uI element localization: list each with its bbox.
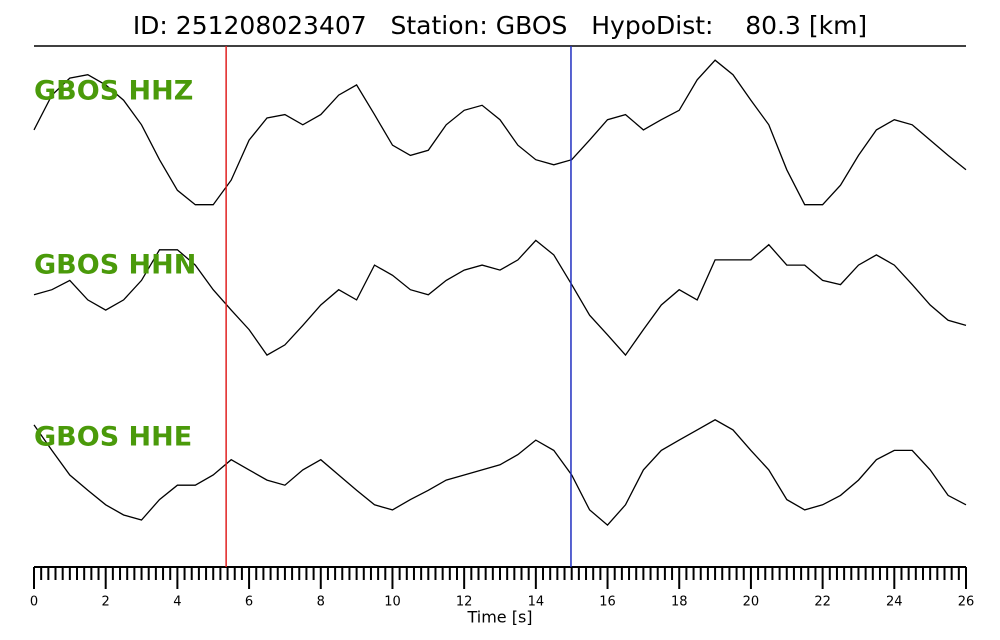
x-tick-label: 22	[814, 595, 831, 610]
chart-title: ID: 251208023407 Station: GBOS HypoDist:…	[133, 11, 867, 40]
trace	[33, 419, 967, 527]
x-axis-label: Time [s]	[466, 608, 532, 627]
x-tick-label: 8	[317, 595, 325, 610]
trace-label: GBOS HHZ	[34, 76, 193, 107]
x-tick-label: 26	[958, 595, 975, 610]
x-tick-label: 24	[886, 595, 903, 610]
trace	[33, 59, 967, 206]
x-tick-label: 10	[384, 595, 401, 610]
x-tick-label: 2	[102, 595, 110, 610]
x-tick-label: 14	[528, 595, 545, 610]
x-tick-label: 20	[743, 595, 760, 610]
trace-label: GBOS HHN	[34, 250, 196, 281]
x-tick-label: 6	[245, 595, 253, 610]
x-tick-label: 18	[671, 595, 688, 610]
x-tick-label: 4	[173, 595, 181, 610]
x-tick-label: 16	[599, 595, 616, 610]
trace	[33, 239, 967, 357]
x-tick-label: 0	[30, 595, 38, 610]
x-tick-label: 12	[456, 595, 473, 610]
trace-label: GBOS HHE	[34, 422, 192, 453]
